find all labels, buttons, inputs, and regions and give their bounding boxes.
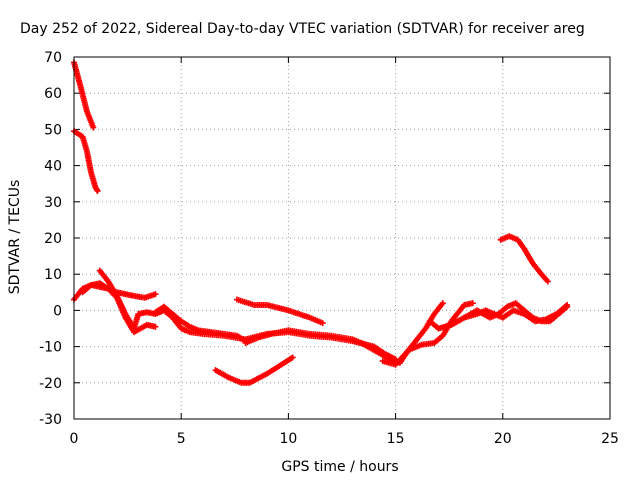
data-point <box>544 278 551 285</box>
x-tick-label: 0 <box>70 431 79 447</box>
y-tick-label: -30 <box>39 412 62 428</box>
x-tick-label: 10 <box>279 431 297 447</box>
y-tick-label: 70 <box>44 50 62 66</box>
y-tick-label: -20 <box>39 376 62 392</box>
x-tick-label: 15 <box>387 431 405 447</box>
series-track-6 <box>152 303 249 345</box>
series-track-5 <box>79 280 159 336</box>
y-tick-label: 0 <box>53 303 62 319</box>
x-tick-label: 5 <box>177 431 186 447</box>
y-tick-label: 20 <box>44 231 62 247</box>
y-tick-label: -10 <box>39 340 62 356</box>
series-track-7 <box>233 296 326 327</box>
y-tick-label: 10 <box>44 267 62 283</box>
data-point <box>439 300 446 307</box>
plot-frame <box>73 56 611 420</box>
x-tick-label: 20 <box>494 431 512 447</box>
data-point <box>289 354 296 361</box>
data-point <box>90 124 97 131</box>
series-track-8 <box>242 327 369 348</box>
series-track-9 <box>212 354 296 386</box>
data-point <box>152 323 159 330</box>
x-axis-ticks: 0 5 10 15 20 25 <box>70 57 619 447</box>
y-tick-label: 40 <box>44 159 62 175</box>
data-point <box>152 291 159 298</box>
series-track-14 <box>497 233 551 285</box>
data-point <box>319 320 326 327</box>
y-tick-label: 50 <box>44 122 62 138</box>
series-track-13 <box>435 300 571 332</box>
x-axis-label: GPS time / hours <box>281 459 398 475</box>
series-track-1 <box>71 59 97 131</box>
data-point <box>469 300 476 307</box>
data-point <box>94 187 101 194</box>
y-tick-label: 60 <box>44 86 62 102</box>
chart-title: Day 252 of 2022, Sidereal Day-to-day VTE… <box>20 21 585 37</box>
y-axis-label: SDTVAR / TECUs <box>7 180 23 295</box>
x-tick-label: 25 <box>601 431 619 447</box>
y-tick-label: 30 <box>44 195 62 211</box>
y-axis-ticks: -30 -20 -10 0 10 20 30 40 50 60 70 <box>39 50 610 428</box>
data-point <box>564 303 571 310</box>
data-points <box>71 59 571 386</box>
